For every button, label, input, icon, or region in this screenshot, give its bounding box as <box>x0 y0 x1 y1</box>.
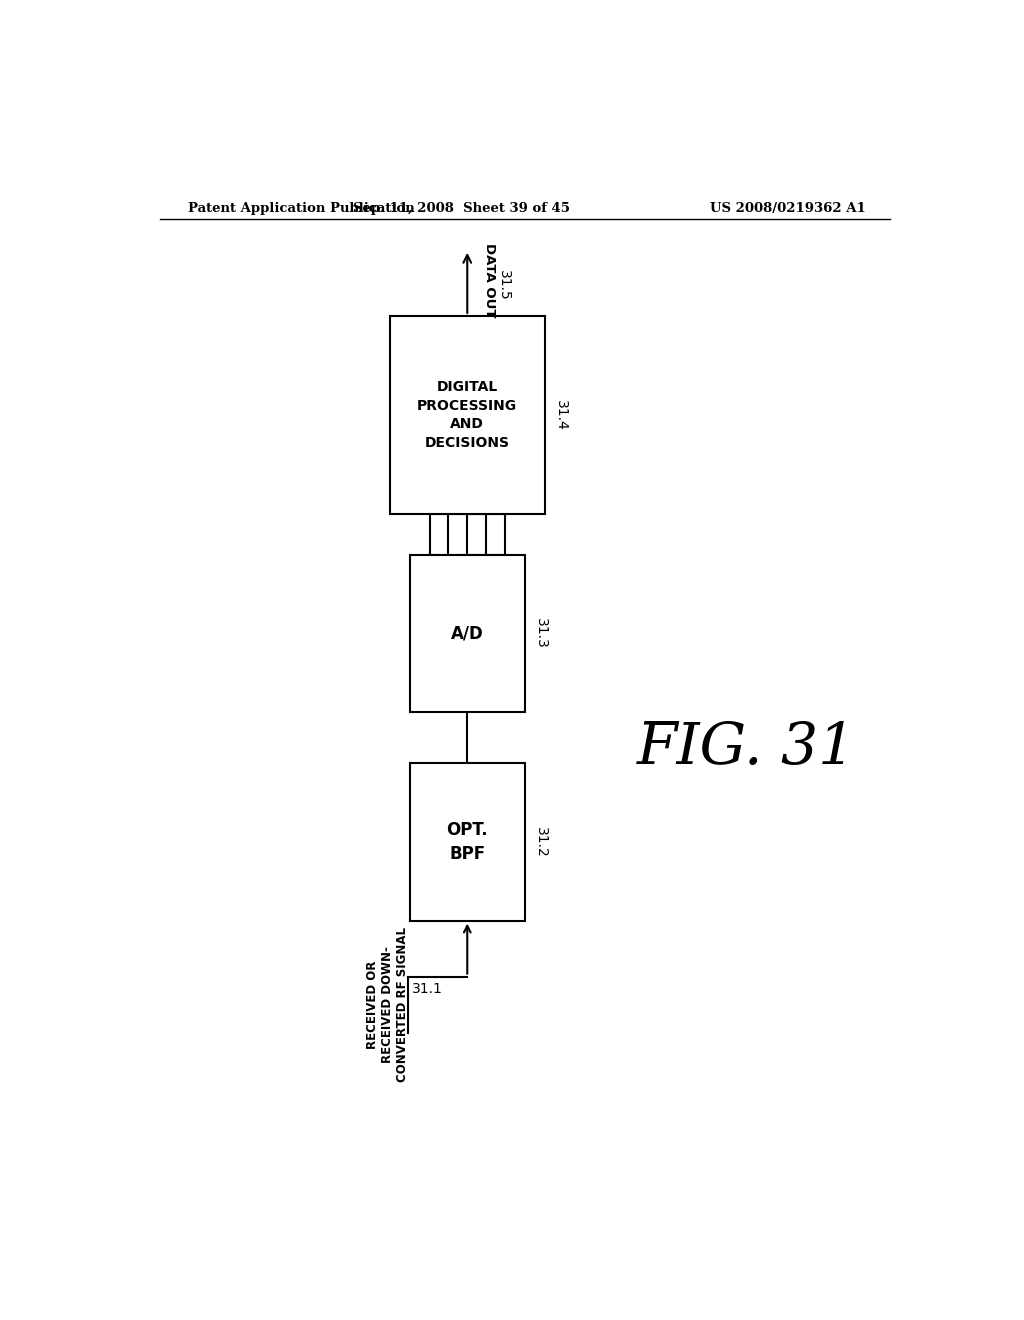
Text: Patent Application Publication: Patent Application Publication <box>187 202 415 215</box>
Text: DIGITAL
PROCESSING
AND
DECISIONS: DIGITAL PROCESSING AND DECISIONS <box>417 380 517 450</box>
Bar <box>410 554 525 713</box>
Text: DATA OUT: DATA OUT <box>483 243 497 318</box>
Bar <box>390 315 545 515</box>
Text: RECEIVED OR
RECEIVED DOWN-
CONVERTED RF SIGNAL: RECEIVED OR RECEIVED DOWN- CONVERTED RF … <box>367 927 410 1082</box>
Bar <box>410 763 525 921</box>
Text: Sep. 11, 2008  Sheet 39 of 45: Sep. 11, 2008 Sheet 39 of 45 <box>353 202 569 215</box>
Text: A/D: A/D <box>451 624 483 643</box>
Text: 31.3: 31.3 <box>535 618 548 649</box>
Text: 31.2: 31.2 <box>535 826 548 857</box>
Text: 31.1: 31.1 <box>412 982 442 995</box>
Text: 31.4: 31.4 <box>554 400 568 430</box>
Text: FIG. 31: FIG. 31 <box>637 719 857 776</box>
Text: 31.5: 31.5 <box>497 271 511 301</box>
Text: US 2008/0219362 A1: US 2008/0219362 A1 <box>711 202 866 215</box>
Text: OPT.
BPF: OPT. BPF <box>446 821 488 863</box>
